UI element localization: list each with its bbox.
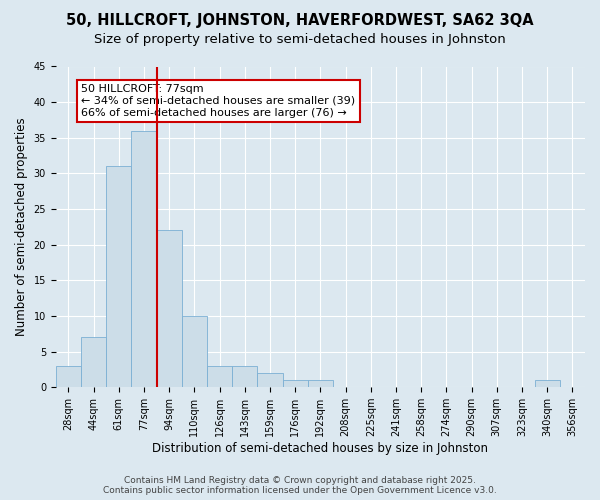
- Bar: [157, 230, 182, 387]
- Text: Size of property relative to semi-detached houses in Johnston: Size of property relative to semi-detach…: [94, 32, 506, 46]
- Bar: [106, 166, 131, 387]
- Text: Contains HM Land Registry data © Crown copyright and database right 2025.
Contai: Contains HM Land Registry data © Crown c…: [103, 476, 497, 495]
- Bar: [81, 338, 106, 387]
- Bar: [131, 130, 157, 387]
- Bar: [56, 366, 81, 387]
- Bar: [535, 380, 560, 387]
- Bar: [207, 366, 232, 387]
- Text: 50, HILLCROFT, JOHNSTON, HAVERFORDWEST, SA62 3QA: 50, HILLCROFT, JOHNSTON, HAVERFORDWEST, …: [66, 12, 534, 28]
- Bar: [182, 316, 207, 387]
- Bar: [308, 380, 333, 387]
- Text: 50 HILLCROFT: 77sqm
← 34% of semi-detached houses are smaller (39)
66% of semi-d: 50 HILLCROFT: 77sqm ← 34% of semi-detach…: [81, 84, 355, 117]
- X-axis label: Distribution of semi-detached houses by size in Johnston: Distribution of semi-detached houses by …: [152, 442, 488, 455]
- Bar: [232, 366, 257, 387]
- Bar: [257, 373, 283, 387]
- Bar: [283, 380, 308, 387]
- Y-axis label: Number of semi-detached properties: Number of semi-detached properties: [15, 118, 28, 336]
